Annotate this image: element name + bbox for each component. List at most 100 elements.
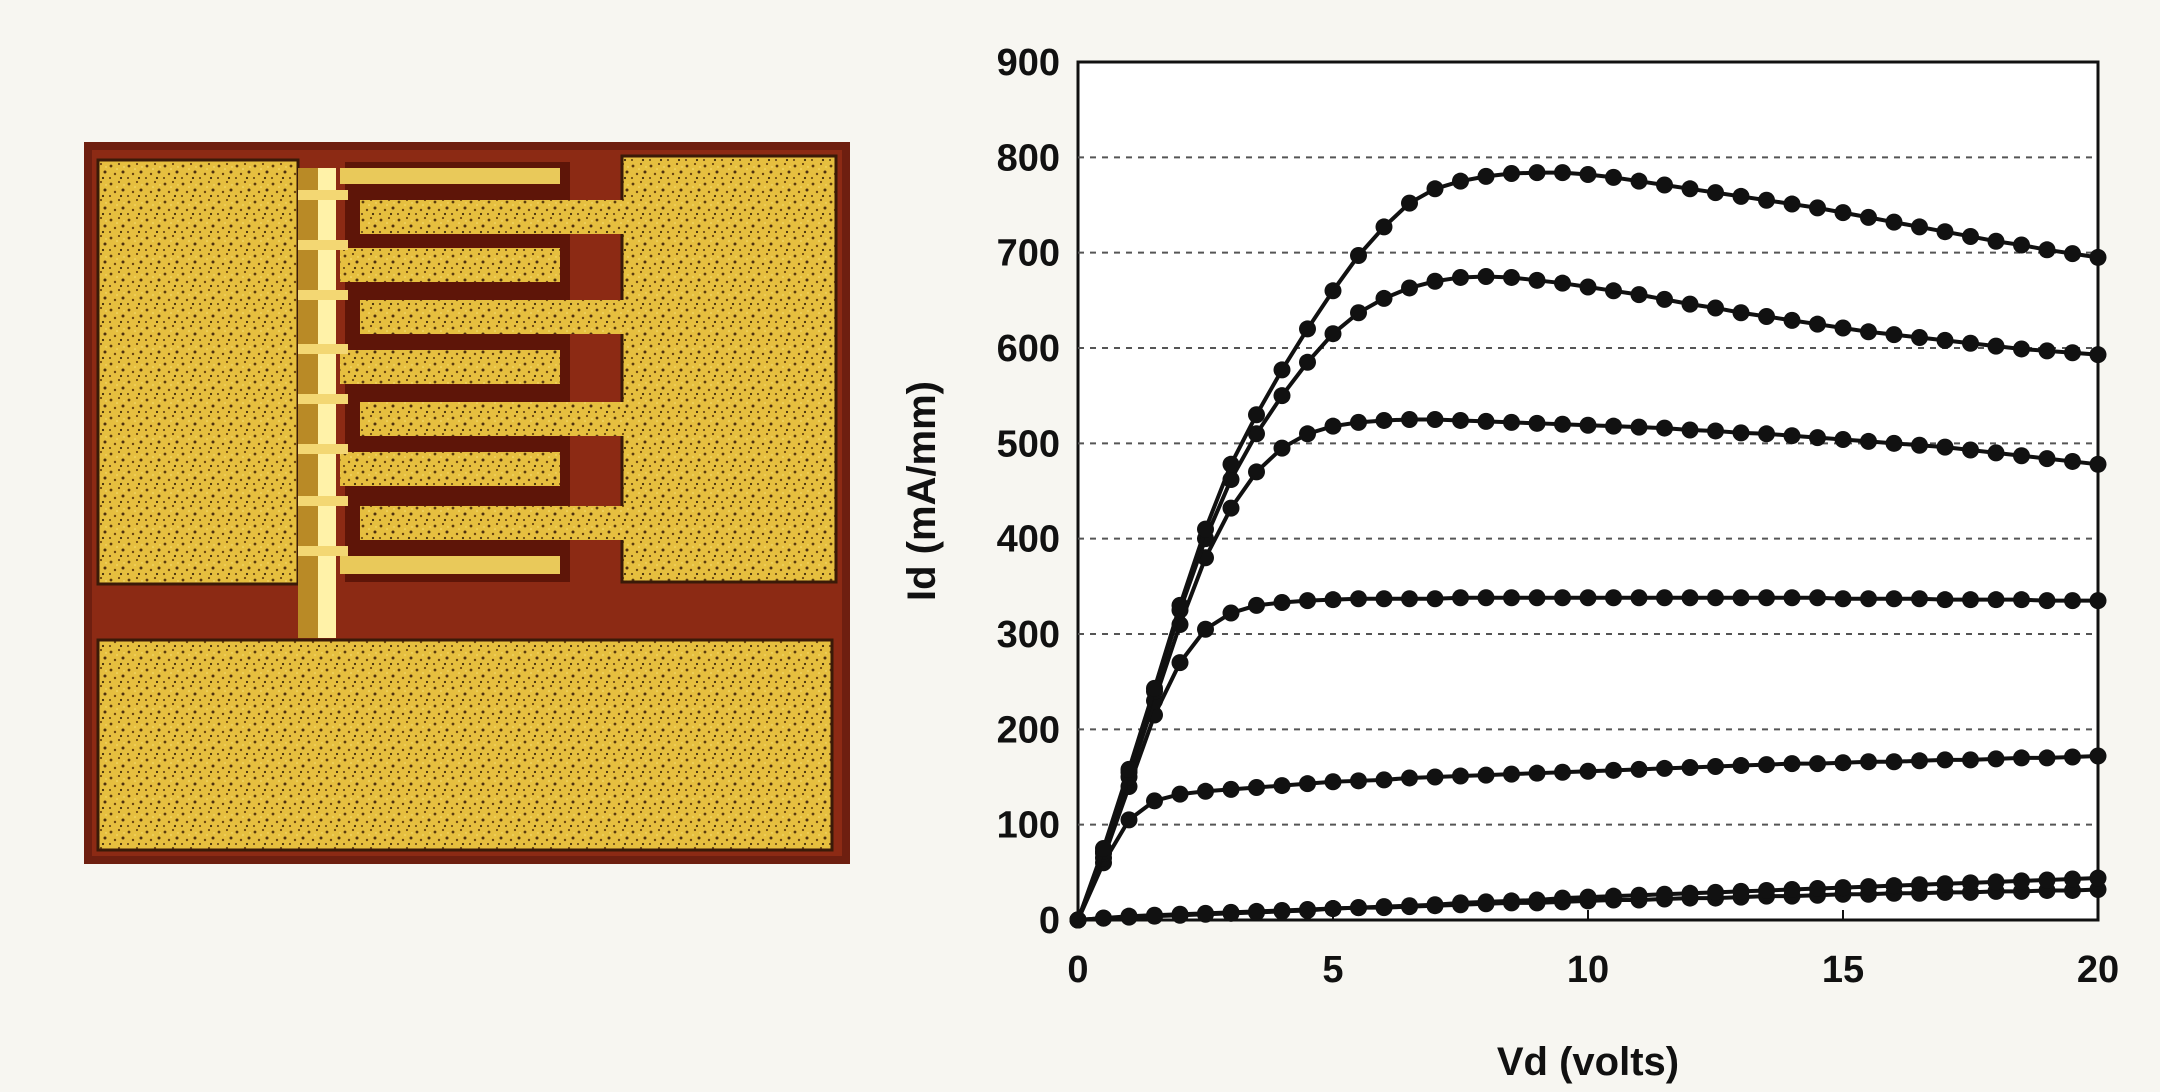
data-point [1681,758,1699,776]
data-point [1885,326,1903,344]
data-point [1860,208,1877,226]
data-point [1120,908,1138,926]
data-point [1707,883,1724,901]
data-point [1911,218,1928,236]
data-point [1503,268,1520,286]
x-tick-label: 15 [1822,949,1864,991]
data-point [1299,775,1316,793]
data-point [1579,416,1597,434]
data-point [1987,591,2005,609]
data-point [1222,455,1240,473]
data-point [1095,840,1112,857]
data-point [1860,323,1877,341]
data-point [1273,387,1291,405]
data-point [1324,282,1342,300]
data-point [2089,747,2107,765]
data-point [1936,875,1954,893]
data-point [1197,620,1214,638]
data-point [1171,785,1189,803]
data-point [1426,590,1444,608]
data-point [1681,180,1699,198]
data-point [1273,361,1291,379]
data-point [2089,592,2107,610]
data-point [1630,886,1648,904]
data-point [1554,589,1571,607]
data-point [1809,199,1826,217]
data-point [1528,764,1546,782]
data-point [2089,455,2107,473]
data-point [1936,223,1954,241]
data-point [1732,882,1750,900]
data-point [1503,892,1520,910]
data-point [1834,590,1852,608]
data-point [1681,589,1699,607]
data-point [1605,887,1622,905]
data-point [1758,756,1775,774]
data-point [1681,421,1699,439]
data-point [1324,325,1342,343]
iv-chart: 0 100 200 300 400 500 600 700 800 900 0 5 10 15 20 Vd… [900,42,2119,1084]
data-point [1656,759,1673,777]
y-tick-label: 700 [997,233,1060,275]
data-point [1656,885,1673,903]
data-point [1299,320,1316,338]
data-point [2089,248,2107,266]
data-point [1732,304,1750,322]
data-point [1350,590,1367,608]
data-point [1579,165,1597,183]
data-point [1273,777,1291,795]
data-point [2064,344,2081,362]
data-point [2013,340,2030,358]
data-point [1503,765,1520,783]
data-point [1222,904,1240,922]
data-point [1758,881,1775,899]
device-micrograph [84,142,850,864]
data-point [1911,590,1928,608]
data-point [1783,755,1801,773]
y-tick-label: 500 [997,423,1060,465]
data-point [1299,425,1316,443]
data-point [1350,247,1367,265]
data-point [1681,295,1699,313]
data-point [1528,164,1546,182]
data-point [1962,591,1979,609]
x-axis: 0 5 10 15 20 [1067,910,2119,991]
data-point [1758,589,1775,607]
data-point [1987,232,2005,250]
data-point [2038,342,2056,360]
data-point [1528,271,1546,289]
gate-pad [96,158,300,586]
data-point [1962,227,1979,245]
data-point [1401,194,1418,212]
data-point [1324,773,1342,791]
data-point [1426,896,1444,914]
data-point [1401,279,1418,297]
data-point [1554,889,1571,907]
data-point [1554,415,1571,433]
data-point [1834,431,1852,449]
data-point [1860,590,1877,608]
data-point [1452,894,1469,912]
data-point [1579,278,1597,296]
data-point [1503,165,1520,183]
data-point [1962,751,1979,769]
data-point [1350,772,1367,790]
source-pad [96,638,834,852]
data-point [2013,447,2030,465]
y-tick-label: 600 [997,328,1060,370]
data-point [1426,411,1444,428]
data-point [1528,891,1546,909]
data-point [1222,780,1240,798]
data-point [1375,898,1393,916]
finger-array [340,168,630,574]
data-point [1222,604,1240,622]
data-point [1503,589,1520,607]
y-tick-label: 900 [997,42,1060,84]
data-point [2013,872,2030,890]
data-point [1477,167,1495,185]
data-point [1477,268,1495,285]
data-point [1987,444,2005,462]
data-point [1783,195,1801,213]
data-point [1248,425,1265,443]
